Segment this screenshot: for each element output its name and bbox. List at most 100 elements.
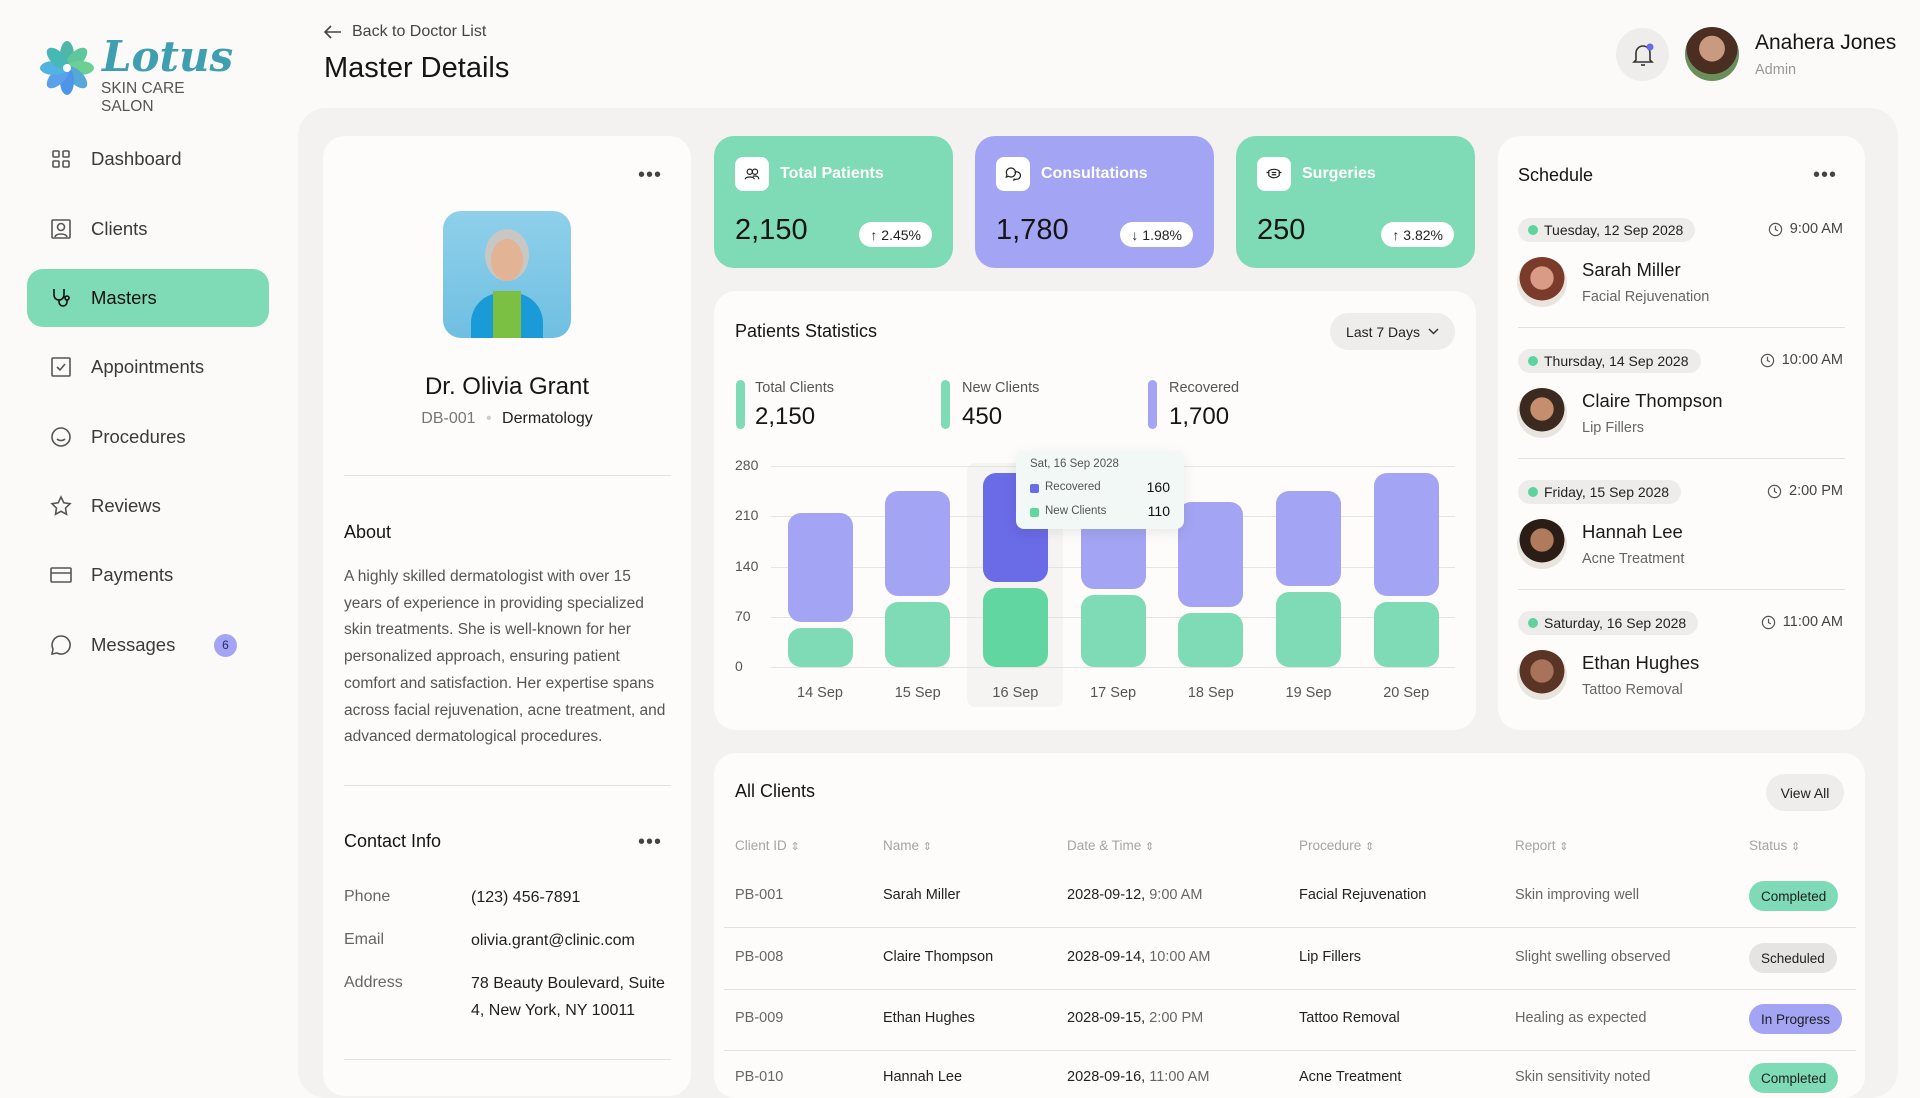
checkbox-icon <box>51 357 71 377</box>
schedule-time: 9:00 AM <box>1768 221 1843 237</box>
row-divider <box>724 1050 1856 1051</box>
user-square-icon <box>51 219 71 239</box>
bar-new-clients[interactable] <box>1276 591 1341 667</box>
stat-card-surgeries[interactable]: Surgeries 250 ↑ 3.82% <box>1236 136 1475 268</box>
back-link-label: Back to Doctor List <box>352 23 487 40</box>
status-badge: Scheduled <box>1749 943 1837 973</box>
address-line-1: 78 Beauty Boulevard, Suite <box>471 975 665 992</box>
brand-tagline: SKIN CARE SALON <box>101 80 185 115</box>
phone-label: Phone <box>344 888 391 905</box>
bar-new-clients[interactable] <box>1373 602 1439 667</box>
sidebar-item-reviews[interactable]: Reviews <box>27 477 269 535</box>
user-avatar[interactable] <box>1685 27 1739 81</box>
cell-report: Healing as expected <box>1515 1010 1647 1026</box>
cell-date-time: 2028-09-14, 10:00 AM <box>1067 949 1211 965</box>
cell-procedure: Acne Treatment <box>1299 1069 1402 1085</box>
tooltip-marker <box>1030 508 1039 517</box>
about-line: years of experience in providing special… <box>344 594 644 612</box>
clock-icon <box>1767 484 1782 498</box>
sidebar-item-label: Payments <box>91 564 174 585</box>
sidebar-item-masters[interactable]: Masters <box>27 269 269 327</box>
about-line: A highly skilled dermatologist with over… <box>344 568 631 585</box>
sidebar-item-label: Reviews <box>91 495 161 516</box>
legend-marker <box>1148 380 1157 429</box>
email-label: Email <box>344 931 385 948</box>
column-header[interactable]: Date & Time ⇕ <box>1067 838 1155 853</box>
divider <box>1518 589 1845 590</box>
bar-recovered[interactable] <box>1276 491 1341 586</box>
notifications-button[interactable] <box>1616 28 1669 81</box>
doctor-specialty: Dermatology <box>502 410 593 427</box>
gridline <box>771 667 1455 668</box>
schedule-date: Tuesday, 12 Sep 2028 <box>1518 218 1696 242</box>
column-header[interactable]: Report ⇕ <box>1515 838 1569 853</box>
y-tick-label: 0 <box>735 658 743 674</box>
cell-report: Skin sensitivity noted <box>1515 1069 1651 1085</box>
sidebar-item-procedures[interactable]: Procedures <box>27 408 269 466</box>
sidebar-item-payments[interactable]: Payments <box>27 546 269 604</box>
cell-time: 2:00 PM <box>1149 1010 1204 1026</box>
card-icon <box>50 567 72 583</box>
bar-recovered[interactable] <box>885 491 951 597</box>
clock-icon <box>1760 353 1774 367</box>
bar-new-clients[interactable] <box>982 588 1048 667</box>
user-role: Admin <box>1755 62 1797 78</box>
stat-title: Consultations <box>1041 165 1148 182</box>
user-name[interactable]: Anahera Jones <box>1755 31 1897 54</box>
schedule-procedure: Lip Fillers <box>1582 420 1645 436</box>
sidebar-item-dashboard[interactable]: Dashboard <box>27 130 269 188</box>
cell-name: Ethan Hughes <box>883 1010 975 1026</box>
email-value[interactable]: olivia.grant@clinic.com <box>471 932 635 949</box>
sidebar-item-messages[interactable]: Messages 6 <box>27 616 269 674</box>
schedule-procedure: Tattoo Removal <box>1582 682 1683 698</box>
cell-client-id: PB-001 <box>735 887 784 903</box>
range-dropdown[interactable]: Last 7 Days <box>1330 313 1455 350</box>
logo[interactable]: Lotus SKIN CARE SALON <box>39 32 239 115</box>
surgical-mask-icon <box>1257 157 1291 191</box>
sidebar-item-label: Masters <box>91 287 157 308</box>
schedule-time-label: 11:00 AM <box>1782 614 1843 630</box>
bar-new-clients[interactable] <box>1080 595 1146 667</box>
x-tick-label: 17 Sep <box>1090 685 1137 701</box>
column-header[interactable]: Client ID ⇕ <box>735 838 800 853</box>
status-badge: Completed <box>1749 881 1839 911</box>
legend-label: New Clients <box>962 380 1040 396</box>
sidebar-item-appointments[interactable]: Appointments <box>27 338 269 396</box>
sort-icon: ⇕ <box>1559 841 1569 853</box>
bar-new-clients[interactable] <box>885 602 951 667</box>
schedule-time-label: 2:00 PM <box>1789 483 1843 499</box>
profile-more-button[interactable]: ••• <box>638 164 663 186</box>
bar-recovered[interactable] <box>1373 473 1439 597</box>
cell-client-id: PB-008 <box>735 949 784 965</box>
contact-more-button[interactable]: ••• <box>638 831 663 853</box>
status-badge: In Progress <box>1749 1004 1843 1034</box>
schedule-more-button[interactable]: ••• <box>1813 164 1838 186</box>
cell-report: Slight swelling observed <box>1515 949 1671 965</box>
stat-value: 1,780 <box>996 214 1069 246</box>
back-link[interactable]: Back to Doctor List <box>324 23 486 41</box>
cell-name: Sarah Miller <box>883 887 961 903</box>
column-header[interactable]: Name ⇕ <box>883 838 932 853</box>
bar-recovered[interactable] <box>787 512 853 622</box>
bar-recovered[interactable] <box>1178 501 1244 608</box>
sidebar-item-clients[interactable]: Clients <box>27 200 269 258</box>
bar-new-clients[interactable] <box>787 627 853 667</box>
stat-change-badge: ↑ 2.45% <box>859 222 932 247</box>
tooltip-value: 110 <box>1147 503 1170 519</box>
cell-procedure: Lip Fillers <box>1299 949 1362 965</box>
schedule-date: Friday, 15 Sep 2028 <box>1518 480 1682 504</box>
column-header[interactable]: Status ⇕ <box>1749 838 1801 853</box>
cell-date-time: 2028-09-12, 9:00 AM <box>1067 887 1203 903</box>
clock-icon <box>1761 615 1775 629</box>
view-all-button[interactable]: View All <box>1766 774 1844 811</box>
schedule-client-name: Claire Thompson <box>1582 390 1723 411</box>
stat-card-total-patients[interactable]: Total Patients 2,150 ↑ 2.45% <box>714 136 953 268</box>
bar-new-clients[interactable] <box>1178 613 1244 667</box>
column-header[interactable]: Procedure ⇕ <box>1299 838 1375 853</box>
about-line: advanced dermatological procedures. <box>344 728 603 746</box>
star-icon <box>50 495 72 516</box>
stat-card-consultations[interactable]: Consultations 1,780 ↓ 1.98% <box>975 136 1214 268</box>
legend-marker <box>941 380 950 429</box>
users-icon <box>735 157 769 191</box>
status-badge: Completed <box>1749 1063 1839 1093</box>
